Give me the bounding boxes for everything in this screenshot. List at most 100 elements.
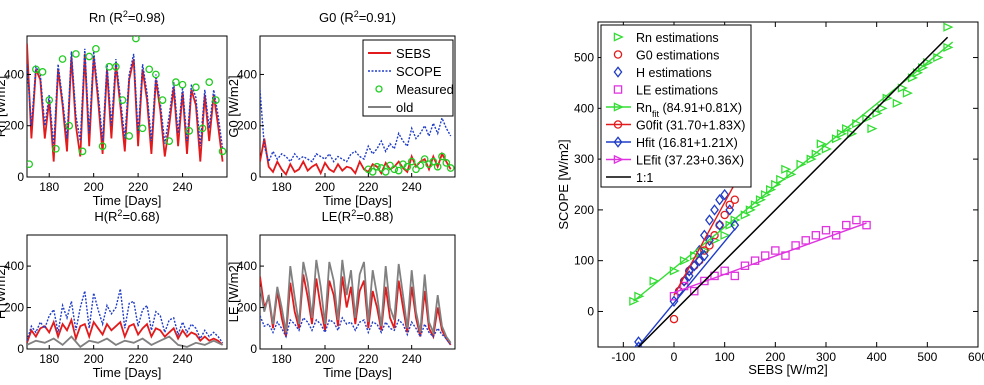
- x-tick-label: 200: [84, 180, 104, 194]
- measured-point: [38, 68, 47, 76]
- legend-label: 1:1: [636, 171, 653, 185]
- y-axis-label: Rn [W/m2]: [0, 76, 8, 137]
- scatter-point: [720, 230, 731, 240]
- scatter-point: [801, 236, 810, 245]
- series-line-sebs: [260, 274, 452, 346]
- x-axis-label: Time [Days]: [323, 193, 392, 208]
- scatter-point: [725, 200, 734, 210]
- measured-point: [390, 165, 399, 174]
- y-tick-label: 400: [4, 67, 24, 81]
- measured-point: [165, 137, 174, 145]
- series-line-old: [260, 259, 452, 344]
- scatter-point: [669, 314, 679, 324]
- series-line-scope: [260, 315, 452, 346]
- subplot-1: 180 200 220 240 0 200 400 G0 (R2=0.91) Time [Day…: [226, 9, 456, 208]
- legend-label: LEfit (37.23+0.36X): [636, 154, 744, 168]
- scatter-point: [902, 88, 913, 98]
- plot-area: [27, 288, 224, 349]
- y-tick-label: 300: [574, 152, 594, 166]
- scatter-point: [715, 219, 725, 231]
- y-tick-label: 400: [237, 259, 257, 273]
- measured-point: [32, 65, 40, 74]
- measured-point: [58, 55, 67, 63]
- scatter-point: [821, 144, 832, 154]
- x-tick-label: 240: [402, 352, 422, 366]
- subplot-title: G0 (R2=0.91): [319, 9, 396, 25]
- legend: SEBS SCOPE Measured old: [362, 39, 454, 117]
- legend-label: G0fit (31.70+1.83X): [636, 119, 745, 133]
- measured-point: [192, 83, 200, 92]
- y-tick-label: 200: [4, 301, 24, 315]
- scatter-plot: -100 0 100 200 300 400 500 600 0 100 200 300 400 500 S…: [556, 21, 984, 377]
- x-tick-label: 500: [917, 350, 937, 364]
- measured-point: [125, 132, 134, 140]
- scatter-point: [694, 254, 704, 267]
- subplot-3: 180 200 220 240 0 200 400 LE(R2=0.88) Time [Days…: [226, 208, 456, 380]
- x-tick-label: 600: [968, 350, 984, 364]
- x-tick-label: 240: [173, 352, 193, 366]
- scatter-point: [816, 139, 827, 149]
- scatter-point: [877, 103, 888, 113]
- series-line-sebs: [260, 138, 452, 177]
- scatter-point: [852, 215, 861, 225]
- x-axis-label: Time [Days]: [93, 193, 162, 208]
- scatter-point: [629, 296, 640, 306]
- measured-point: [118, 96, 127, 104]
- measured-point: [212, 96, 220, 104]
- scatter-point: [943, 22, 954, 32]
- y-tick-label: 200: [574, 203, 594, 217]
- x-tick-label: 400: [867, 350, 887, 364]
- measured-point: [381, 168, 390, 176]
- scatter-point: [634, 291, 645, 301]
- measured-point: [218, 147, 227, 156]
- measured-point: [138, 124, 147, 133]
- scatter-point: [689, 260, 699, 272]
- series-line-scope: [260, 89, 452, 164]
- measured-point: [145, 65, 154, 74]
- y-tick-label: 400: [574, 101, 594, 115]
- legend-label: SEBS: [396, 46, 431, 61]
- scatter-point: [649, 276, 660, 286]
- measured-point: [92, 44, 100, 53]
- scatter-point: [715, 193, 725, 206]
- x-tick-label: 180: [39, 352, 59, 366]
- legend-label: LE estimations: [636, 84, 718, 98]
- scatter-point: [872, 108, 883, 119]
- legend-marker: [613, 102, 624, 112]
- series-line-old: [27, 335, 223, 349]
- measured-point: [377, 164, 386, 172]
- y-tick-label: 400: [237, 67, 257, 81]
- series-line-scope: [27, 288, 224, 344]
- scatter-point: [700, 246, 709, 255]
- scatter-point: [705, 241, 714, 250]
- scatter-point: [684, 270, 694, 282]
- x-tick-label: 180: [272, 180, 292, 194]
- fit-line: [673, 222, 867, 294]
- legend-marker: [613, 32, 624, 42]
- series-line-sebs: [27, 317, 224, 346]
- measured-point: [438, 152, 446, 161]
- legend-marker: [375, 85, 383, 93]
- measured-point: [132, 36, 140, 43]
- fit-line: [638, 36, 949, 347]
- measured-point: [403, 162, 412, 171]
- measured-point: [368, 168, 377, 176]
- subplot-title: LE(R2=0.88): [322, 208, 394, 224]
- x-tick-label: 100: [715, 350, 735, 364]
- scatter-point: [750, 256, 760, 265]
- measured-point: [72, 50, 80, 58]
- scatter-point: [867, 124, 878, 134]
- scatter-point: [679, 275, 689, 287]
- scatter-point: [710, 204, 719, 216]
- fit-line: [673, 183, 736, 296]
- y-axis-label: SCOPE [W/m2]: [556, 139, 571, 229]
- y-axis-label: LE [W/m2]: [226, 262, 241, 323]
- x-tick-label: 200: [315, 352, 335, 366]
- measured-point: [394, 166, 403, 175]
- scatter-point: [720, 210, 729, 220]
- scatter-point: [897, 83, 908, 93]
- x-tick-label: 220: [128, 352, 148, 366]
- x-tick-label: 220: [358, 180, 378, 194]
- measured-point: [85, 52, 94, 61]
- y-tick-label: 0: [587, 304, 594, 318]
